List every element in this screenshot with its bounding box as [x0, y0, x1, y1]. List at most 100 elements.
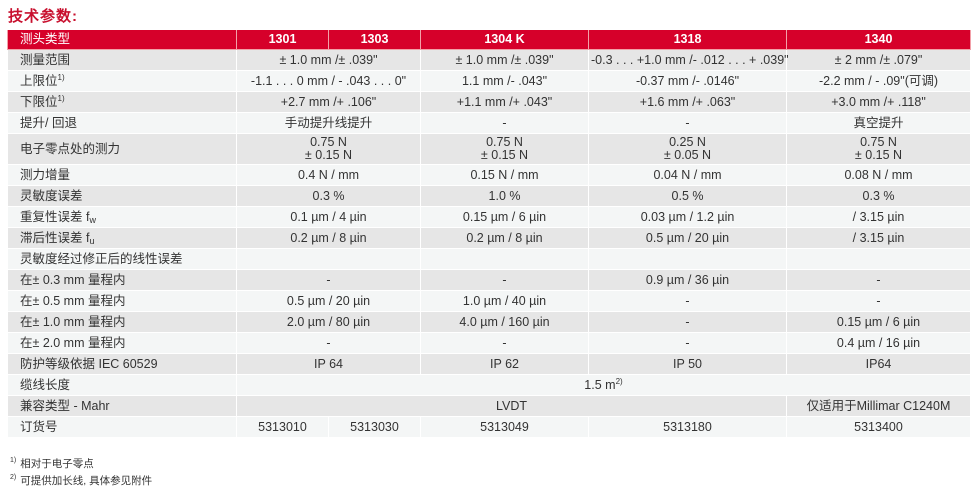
- cell-value: IP64: [865, 356, 892, 371]
- cell-value: 0.2 µm / 8 µin: [466, 230, 543, 245]
- table-row: 测量范围 ± 1.0 mm /± .039" ± 1.0 mm /± .039" -0…: [7, 49, 971, 71]
- table-row: 在± 1.0 mm 量程内 2.0 µm / 80 µin 4.0 µm / 160…: [7, 311, 971, 333]
- cell-value: 0.1 µm / 4 µin: [290, 209, 367, 224]
- table-cell: -: [236, 332, 421, 354]
- cell-value: +2.7 mm /+ .106": [280, 94, 377, 109]
- cell-value: -: [326, 272, 331, 287]
- table-cell: 0.4 µm / 16 µin: [786, 332, 971, 354]
- table-cell: IP64: [786, 353, 971, 375]
- cell-value: 真空提升: [853, 115, 904, 130]
- table-cell: 0.03 µm / 1.2 µin: [588, 206, 787, 228]
- cell-value: 0.15 µm / 6 µin: [462, 209, 547, 224]
- table-cell: -: [588, 332, 787, 354]
- table-cell: -: [420, 269, 589, 291]
- row-label: 测力增量: [7, 164, 237, 186]
- footnote-ref: 2): [615, 376, 623, 386]
- cell-value: -0.37 mm /- .0146": [635, 73, 740, 88]
- footnote-ref: 1): [57, 72, 65, 82]
- row-label: 在± 0.3 mm 量程内: [7, 269, 237, 291]
- cell-value: -: [502, 335, 507, 350]
- table-cell: 0.15 µm / 6 µin: [786, 311, 971, 333]
- table-cell: 0.2 µm / 8 µin: [420, 227, 589, 249]
- subscript: w: [89, 214, 96, 225]
- table-cell: 0.15 N / mm: [420, 164, 589, 186]
- table-cell: 0.3 %: [786, 185, 971, 207]
- cell-value: 5313030: [350, 419, 399, 434]
- cell-value: 0.15 N / mm: [470, 167, 539, 182]
- cell-value: ± 1.0 mm /± .039": [279, 52, 378, 67]
- cell-value: 0.5 µm / 20 µin: [645, 230, 730, 245]
- row-label-text: 灵敏度经过修正后的线性误差: [20, 251, 183, 266]
- table-row: 下限位1) +2.7 mm /+ .106" +1.1 mm /+ .043" +1.…: [7, 91, 971, 113]
- cell-value: +1.1 mm /+ .043": [456, 94, 553, 109]
- table-cell: -: [588, 311, 787, 333]
- table-cell: 0.75 N ± 0.15 N: [786, 133, 971, 165]
- cell-value: 0.3 %: [312, 188, 345, 203]
- row-label: 在± 0.5 mm 量程内: [7, 290, 237, 312]
- cell-value: +1.6 mm /+ .063": [639, 94, 736, 109]
- table-cell: ± 1.0 mm /± .039": [236, 49, 421, 71]
- table-cell: 真空提升: [786, 112, 971, 134]
- cell-value: 0.9 µm / 36 µin: [645, 272, 730, 287]
- table-cell: 0.75 N ± 0.15 N: [236, 133, 421, 165]
- row-label: 在± 1.0 mm 量程内: [7, 311, 237, 333]
- cell-value: 0.75 N: [860, 135, 897, 149]
- cell-value-tolerance: ± 0.15 N: [854, 148, 903, 162]
- cell-value: 0.4 N / mm: [297, 167, 360, 182]
- row-label: 重复性误差 fw: [7, 206, 237, 228]
- cell-value: -: [326, 335, 331, 350]
- table-cell: [786, 248, 971, 270]
- footnote-1: 1) 相对于电子零点: [10, 456, 94, 471]
- table-cell: +3.0 mm /+ .118": [786, 91, 971, 113]
- section-title: 技术参数:: [8, 8, 78, 25]
- row-label-text: 灵敏度误差: [20, 188, 83, 203]
- cell-value: LVDT: [495, 398, 528, 413]
- row-label-text: 滞后性误差 f: [20, 230, 90, 245]
- table-cell: -: [588, 290, 787, 312]
- table-cell: / 3.15 µin: [786, 227, 971, 249]
- table-cell: 0.5 µm / 20 µin: [588, 227, 787, 249]
- table-cell: -2.2 mm / - .09"(可调): [786, 70, 971, 92]
- row-label-text: 订货号: [20, 419, 58, 434]
- table-cell: -: [420, 112, 589, 134]
- table-cell: 2.0 µm / 80 µin: [236, 311, 421, 333]
- cell-value: 5313180: [663, 419, 712, 434]
- header-model: 1303: [328, 30, 421, 50]
- cell-value: 0.04 N / mm: [653, 167, 722, 182]
- table-row: 重复性误差 fw 0.1 µm / 4 µin 0.15 µm / 6 µin 0.0…: [7, 206, 971, 228]
- row-label-text: 上限位: [20, 73, 58, 88]
- table-cell: 1.1 mm /- .043": [420, 70, 589, 92]
- table-cell: 0.9 µm / 36 µin: [588, 269, 787, 291]
- footnote-text: 可提供加长线, 具体参见附件: [20, 475, 153, 487]
- footnote-text: 相对于电子零点: [20, 458, 94, 470]
- spec-table: 测头类型 1301 1303 1304 K 1318 1340 测量范围 ± 1.…: [7, 30, 971, 438]
- footnote-mark: 2): [10, 474, 17, 481]
- cell-value: -: [685, 314, 690, 329]
- row-label-text: 测量范围: [20, 52, 71, 67]
- cell-value: 5313010: [258, 419, 307, 434]
- table-cell: 0.5 µm / 20 µin: [236, 290, 421, 312]
- row-label: 缆线长度: [7, 374, 237, 396]
- row-label: 在± 2.0 mm 量程内: [7, 332, 237, 354]
- cell-value: -2.2 mm / - .09"(可调): [818, 73, 939, 88]
- table-cell: [236, 248, 421, 270]
- cell-value: -: [502, 115, 507, 130]
- table-cell: LVDT: [236, 395, 787, 417]
- cell-value: 1.5 m: [584, 377, 616, 392]
- cell-value: 0.15 µm / 6 µin: [836, 314, 921, 329]
- cell-value: -: [502, 272, 507, 287]
- cell-value: 0.2 µm / 8 µin: [290, 230, 367, 245]
- cell-value-tolerance: ± 0.15 N: [480, 148, 529, 162]
- row-label: 灵敏度经过修正后的线性误差: [7, 248, 237, 270]
- row-label-text: 测力增量: [20, 167, 71, 182]
- cell-value: -: [685, 293, 690, 308]
- row-label-text: 电子零点处的测力: [20, 141, 121, 156]
- table-cell: 0.1 µm / 4 µin: [236, 206, 421, 228]
- header-label: 测头类型: [7, 30, 237, 50]
- cell-value: -: [876, 293, 881, 308]
- row-label: 电子零点处的测力: [7, 133, 237, 165]
- cell-value: 2.0 µm / 80 µin: [286, 314, 371, 329]
- row-label: 下限位1): [7, 91, 237, 113]
- table-cell: 0.15 µm / 6 µin: [420, 206, 589, 228]
- footnote-2: 2) 可提供加长线, 具体参见附件: [10, 473, 152, 488]
